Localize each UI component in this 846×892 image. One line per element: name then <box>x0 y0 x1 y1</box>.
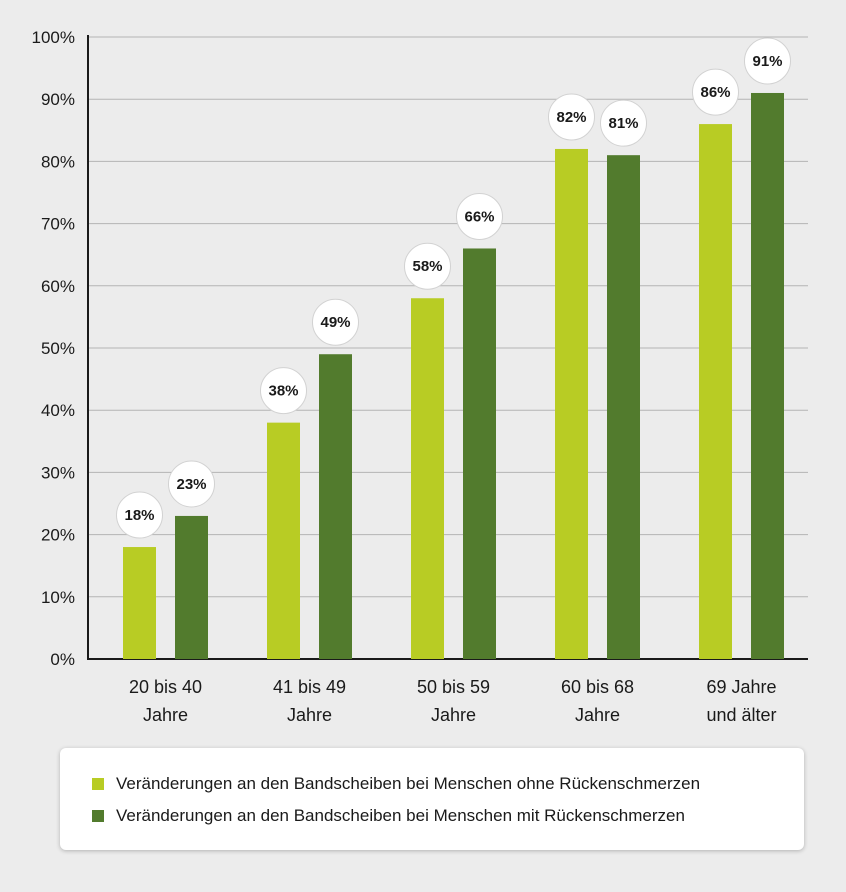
data-label: 81% <box>608 115 638 132</box>
y-tick-label: 80% <box>41 152 75 171</box>
data-label-bubble <box>116 491 163 539</box>
x-category-line: Jahre <box>431 705 476 725</box>
x-category-line: Jahre <box>575 705 620 725</box>
legend-swatch-ohne <box>92 778 104 790</box>
x-category-line: 50 bis 59 <box>417 677 490 697</box>
legend: Veränderungen an den Bandscheiben bei Me… <box>60 748 804 850</box>
bar <box>123 547 156 659</box>
x-category-label: 50 bis 59 Jahre <box>417 677 490 725</box>
data-label-bubble <box>260 367 307 415</box>
x-category-line: Jahre <box>143 705 188 725</box>
data-label: 86% <box>700 84 730 101</box>
bar <box>463 248 496 660</box>
y-tick-label: 100% <box>32 28 75 47</box>
bar <box>607 155 640 659</box>
bar <box>555 148 588 659</box>
x-category-line: Jahre <box>287 705 332 725</box>
data-label-bubble <box>312 298 359 346</box>
data-label: 49% <box>320 314 350 331</box>
bar <box>751 92 784 660</box>
x-category-line: 41 bis 49 <box>273 677 346 697</box>
x-category-label: 69 Jahre und älter <box>706 677 776 725</box>
y-tick-label: 90% <box>41 90 75 109</box>
data-label-bubble <box>168 460 215 508</box>
x-category-line: 60 bis 68 <box>561 677 634 697</box>
data-label: 91% <box>752 53 782 70</box>
legend-item-mit: Veränderungen an den Bandscheiben bei Me… <box>92 800 804 832</box>
data-label: 18% <box>124 507 154 524</box>
y-tick-label: 30% <box>41 463 75 482</box>
bar-chart: 0% 10% 20% 30% 40% 50% 60% 70% 80% 90% 100% 18% 23% 2… <box>32 28 808 725</box>
y-tick-label: 70% <box>41 215 75 234</box>
bar <box>175 515 208 659</box>
data-label-bubble <box>456 192 503 240</box>
y-tick-label: 10% <box>41 588 75 607</box>
x-category-line: 69 Jahre <box>706 677 776 697</box>
data-label-bubble <box>548 93 595 141</box>
data-label-bubble <box>744 37 791 85</box>
x-category-label: 60 bis 68 Jahre <box>561 677 634 725</box>
x-category-line: und älter <box>706 705 776 725</box>
x-category-label: 41 bis 49 Jahre <box>273 677 346 725</box>
x-category-label: 20 bis 40 Jahre <box>129 677 202 725</box>
chart-svg: 0% 10% 20% 30% 40% 50% 60% 70% 80% 90% 100% 18% 23% 2… <box>32 28 808 725</box>
bar <box>411 298 444 659</box>
data-label-bubble <box>404 242 451 290</box>
bar <box>267 422 300 659</box>
legend-swatch-mit <box>92 810 104 822</box>
legend-item-ohne: Veränderungen an den Bandscheiben bei Me… <box>92 768 804 800</box>
y-tick-label: 0% <box>50 650 75 669</box>
y-tick-label: 20% <box>41 526 75 545</box>
y-tick-label: 40% <box>41 401 75 420</box>
bar <box>699 124 732 659</box>
data-label: 82% <box>556 109 586 126</box>
legend-label-ohne: Veränderungen an den Bandscheiben bei Me… <box>116 774 701 793</box>
data-label: 23% <box>176 476 206 493</box>
data-label: 38% <box>268 383 298 400</box>
bar <box>319 354 352 659</box>
x-category-line: 20 bis 40 <box>129 677 202 697</box>
data-label: 66% <box>464 208 494 225</box>
data-label-bubble <box>692 68 739 116</box>
y-tick-label: 50% <box>41 339 75 358</box>
data-label-bubble <box>600 99 647 147</box>
y-tick-label: 60% <box>41 277 75 296</box>
legend-label-mit: Veränderungen an den Bandscheiben bei Me… <box>116 806 685 825</box>
data-label: 58% <box>412 258 442 275</box>
